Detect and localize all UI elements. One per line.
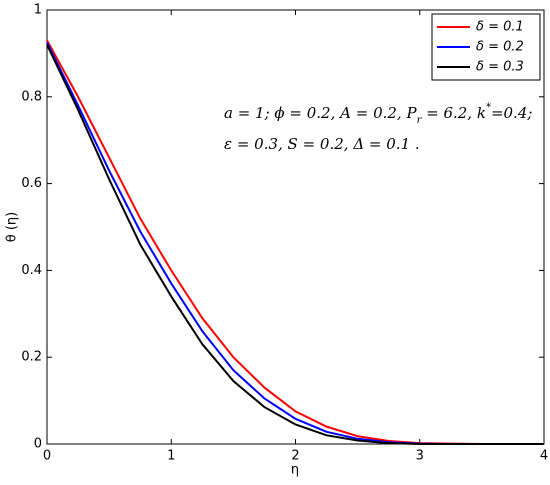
line — [46, 44, 544, 445]
legend-label: δ = 0.3 — [476, 60, 524, 75]
y-tick-label: 0 — [34, 437, 42, 452]
annotation: a = 1; ϕ = 0.2, A = 0.2, Pr = 6.2, k*=0.… — [224, 102, 532, 126]
annotation-part: a = 1; ϕ = 0.2, A = 0.2, P — [224, 104, 417, 122]
annotation-part: =0.4; — [491, 104, 532, 122]
y-axis-label: θ (η) — [5, 212, 20, 242]
y-tick-label: 0.2 — [21, 350, 42, 365]
y-tick-label: 0.4 — [21, 263, 42, 278]
y-tick-label: 1 — [34, 3, 42, 18]
annotation-part: r — [417, 115, 423, 126]
line — [46, 39, 544, 445]
annotation-part: * — [486, 102, 491, 113]
x-tick-label: 0 — [43, 449, 51, 464]
x-tick-label: 4 — [540, 449, 548, 464]
legend-label: δ = 0.1 — [476, 20, 524, 35]
legend-label: δ = 0.2 — [476, 40, 524, 55]
x-tick-label: 2 — [291, 449, 299, 464]
annotation-part: = 6.2, k — [421, 104, 486, 122]
x-tick-label: 1 — [167, 449, 175, 464]
y-tick-label: 0.8 — [21, 89, 42, 104]
x-axis-label: η — [291, 463, 299, 478]
annotation: ε = 0.3, S = 0.2, Δ = 0.1 . — [224, 135, 420, 153]
y-tick-label: 0.6 — [21, 176, 42, 191]
x-tick-label: 3 — [416, 449, 424, 464]
line — [46, 42, 544, 445]
annotation-part: ε = 0.3, S = 0.2, Δ = 0.1 . — [224, 135, 420, 153]
